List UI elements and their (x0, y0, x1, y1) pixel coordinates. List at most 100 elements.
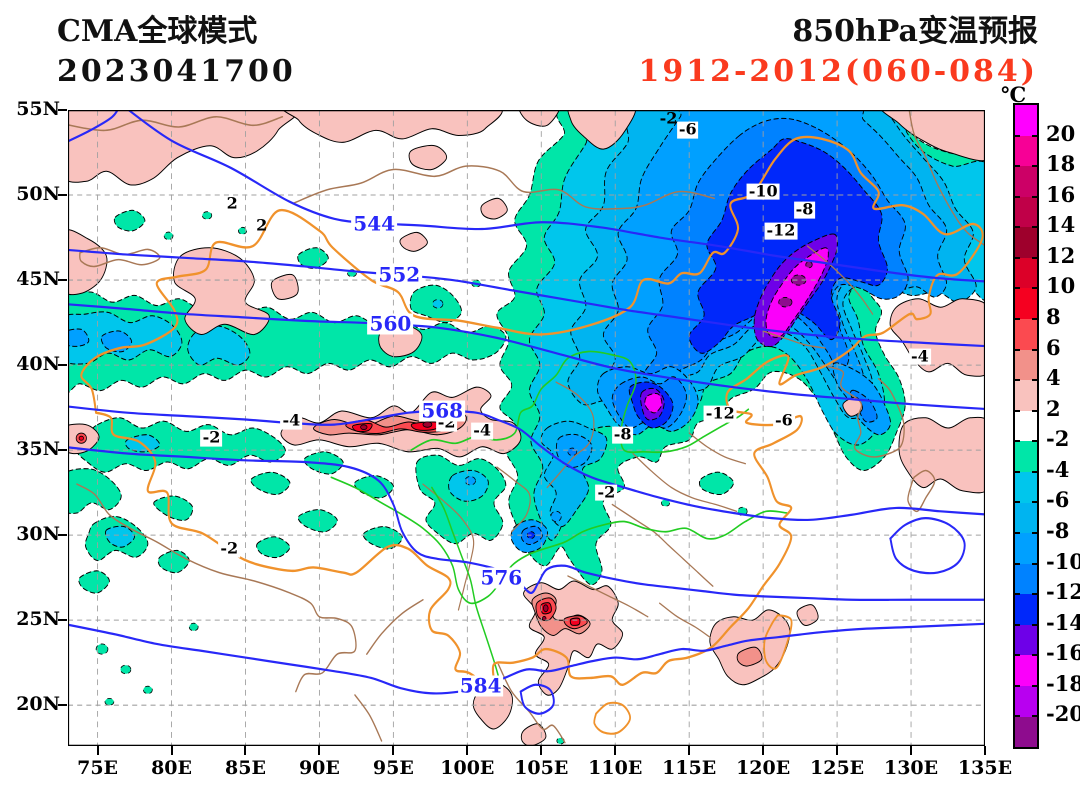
border-mongolia-north (292, 165, 716, 210)
border-myanmar (354, 694, 383, 742)
temp-change-contour-label: -4 (909, 346, 931, 366)
province-border (806, 245, 874, 315)
colorbar (1013, 103, 1039, 749)
warm-region-n-band2 (282, 110, 503, 143)
lat-tick-label: 40N (16, 353, 60, 376)
lat-tick-label: 20N (16, 693, 60, 716)
lon-tick-label: 100E (440, 757, 495, 779)
temp-change-contour-label: 2 (256, 215, 268, 235)
colorbar-tick (1032, 593, 1037, 596)
coast-russia-fareast (908, 110, 985, 247)
colorbar-cell (1015, 380, 1037, 411)
warm-region-n3 (408, 144, 448, 171)
colorbar-tick (1015, 409, 1020, 412)
colorbar-tick-label: -8 (1046, 518, 1070, 543)
province-border (659, 602, 711, 638)
lon-tick-label: 110E (588, 757, 643, 779)
river-yangtze (330, 476, 788, 605)
colorbar-tick-label: 10 (1046, 273, 1076, 299)
border-china (80, 135, 984, 688)
colorbar-tick (1032, 684, 1037, 687)
colorbar-tick (1015, 195, 1020, 198)
warm-core-spot (542, 604, 549, 613)
colorbar-tick (1015, 684, 1020, 687)
cold-spot-sw (188, 622, 199, 632)
temp-change-contour-label: -2 (659, 108, 678, 128)
colorbar-tick (1015, 318, 1020, 320)
cold-region-sw4 (157, 549, 190, 574)
temp-change-contour-label: -6 (772, 410, 795, 430)
lat-tick-label: 35N (16, 438, 60, 461)
lon-tick-label: 85E (225, 757, 266, 779)
colorbar-cell (1015, 594, 1037, 625)
colorbar-tick (1015, 379, 1020, 382)
colorbar-tick-label: -18 (1046, 670, 1080, 696)
warm-region-east2 (898, 416, 985, 494)
lon-tick (96, 746, 99, 755)
title-right-block: 850hPa变温预报 1912-2012(060-084) (638, 12, 1038, 92)
cold-spot-nw (238, 226, 248, 235)
cold-region-sw2-core (105, 525, 136, 548)
province-border (496, 466, 531, 533)
cold-spot-tongue (567, 447, 578, 456)
colorbar-tick (1015, 287, 1020, 290)
lat-tick (58, 109, 67, 111)
lat-tick-label: 55N (16, 98, 60, 120)
cold-spot-tongue (550, 510, 562, 522)
colorbar-tick (1032, 623, 1037, 626)
cold-region-tibet (250, 471, 291, 496)
lon-tick (540, 746, 543, 755)
temp-change-contour-label: -12 (703, 403, 737, 423)
height-contour-label: 560 (367, 311, 414, 336)
lat-tick (58, 279, 67, 282)
colorbar-tick-label: 4 (1046, 365, 1061, 391)
border-myanmar-india (366, 598, 424, 655)
warm-region-misc (480, 197, 508, 220)
height-contour-552 (68, 248, 985, 348)
colorbar-tick (1015, 256, 1020, 259)
colorbar-tick-label: 18 (1046, 151, 1076, 177)
colorbar-tick-label: -16 (1046, 640, 1080, 666)
province-border (688, 432, 746, 465)
coast-kyushu (907, 469, 936, 513)
title-left-block: CMA全球模式 2023041700 (57, 12, 296, 92)
height-contour-label: 584 (457, 673, 504, 698)
warm-region-east3 (842, 396, 863, 417)
colorbar-cell (1015, 563, 1037, 595)
lon-tick (984, 746, 986, 755)
lon-tick-label: 90E (298, 757, 340, 779)
warm-core-spot (78, 435, 84, 441)
height-contour-label: 568 (419, 398, 466, 423)
colorbar-cell (1015, 655, 1037, 686)
lon-tick-label: 120E (736, 757, 791, 779)
colorbar-tick (1032, 195, 1037, 198)
cold-region-west-m4b (187, 325, 251, 366)
colorbar-tick (1015, 226, 1020, 229)
colorbar-tick (1015, 165, 1020, 168)
colorbar-tick (1015, 532, 1020, 534)
warm-core-spot (542, 615, 547, 621)
lon-tick-label: 125E (810, 757, 865, 779)
temp-change-contour-label: -4 (471, 420, 494, 440)
weather-map-plot (68, 110, 985, 746)
cold-core-spot (805, 261, 813, 269)
colorbar-tick-label: -6 (1046, 487, 1070, 513)
cold-region-tibet (362, 526, 403, 550)
height-contour-label: 576 (478, 565, 525, 590)
colorbar-tick (1015, 715, 1020, 718)
warm-region-se-sm (796, 604, 819, 626)
height-contour-560 (68, 303, 985, 411)
cold-spot-sw (95, 643, 109, 655)
province-border (632, 452, 738, 513)
cold-spot-nw (163, 231, 174, 241)
colorbar-tick (1015, 623, 1020, 626)
height-contour-576-closed (889, 517, 966, 575)
lon-tick (688, 746, 691, 755)
cold-spot-sw (120, 664, 132, 675)
colorbar-tick-label: 12 (1046, 242, 1076, 268)
colorbar-tick (1015, 562, 1020, 565)
temp-change-contour-label: -4 (280, 410, 303, 430)
colorbar-tick (1015, 654, 1020, 657)
coast-vietnam (497, 663, 566, 744)
